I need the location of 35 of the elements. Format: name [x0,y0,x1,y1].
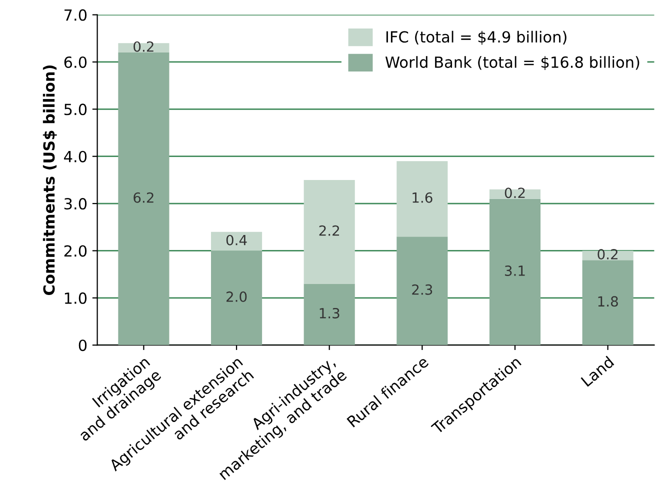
data-label: 1.3 [320,308,340,318]
legend-label: IFC (total = $4.9 billion) [386,30,566,45]
bar [582,250,634,260]
bar [396,161,448,237]
y-tick-label: 3.0 [64,198,87,210]
data-label: 2.2 [319,225,339,236]
data-label: 6.2 [134,192,154,203]
bar [304,284,355,346]
bar [489,189,541,199]
data-label: 0.2 [504,188,525,198]
data-label: 1.6 [412,192,432,203]
data-label: 0.4 [226,234,247,246]
data-label: 1.8 [598,296,618,307]
data-label: 2.0 [226,291,247,302]
bar [304,180,355,284]
y-tick-label: 1.0 [64,292,87,304]
bar [489,198,541,346]
y-tick-label: 7.0 [64,9,87,21]
y-axis-title: Commitments (US$ billion) [42,65,57,295]
data-label: 3.1 [505,265,525,276]
y-tick-label: 6.0 [64,56,87,68]
legend-label: World Bank (total = $16.8 billion) [385,56,640,70]
data-label: 0.2 [598,248,618,260]
y-tick-label: 5.0 [64,104,87,116]
y-tick-label: 4.0 [64,150,87,162]
y-tick-label: 0 [78,340,87,352]
bar [118,52,170,346]
data-label: 2.3 [412,284,432,295]
bar [211,232,262,251]
data-label: 0.2 [134,41,154,52]
bar [396,236,448,346]
y-tick-label: 2.0 [64,245,87,257]
bar [582,260,634,346]
bar [118,43,170,53]
bar [211,250,262,346]
